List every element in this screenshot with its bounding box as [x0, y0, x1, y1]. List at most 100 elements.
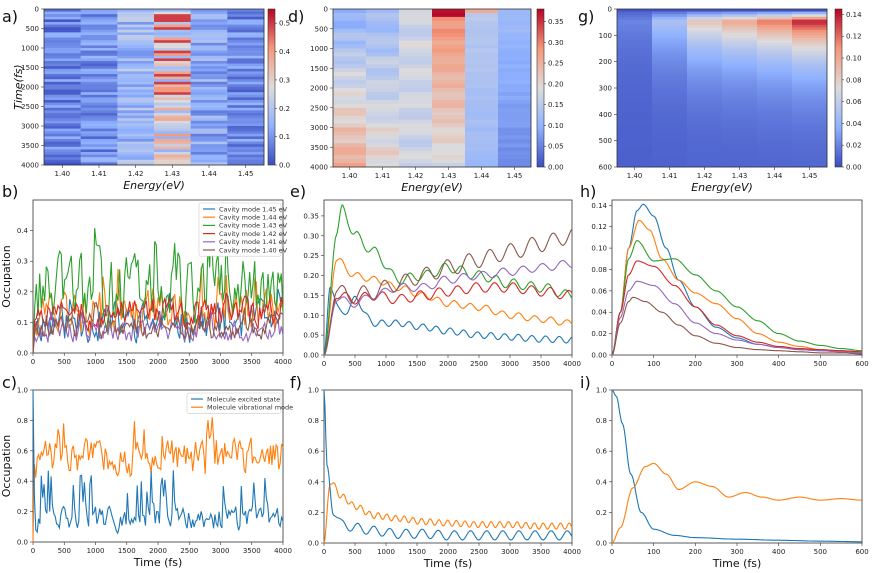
- heatmap-cell: [80, 126, 118, 129]
- heatmap-cell: [687, 80, 723, 84]
- x-tick-label: 1.43: [441, 172, 457, 180]
- heatmap-cell: [44, 133, 82, 137]
- heatmap-cell: [498, 60, 532, 65]
- heatmap-cell: [190, 53, 228, 57]
- y-tick-label: 0.6: [17, 447, 29, 455]
- heatmap-cell: [687, 90, 723, 94]
- heatmap-cell: [80, 128, 118, 132]
- heatmap-cell: [757, 66, 793, 70]
- heatmap-cell: [617, 116, 653, 120]
- heatmap-cell: [227, 50, 265, 54]
- heatmap-cell: [652, 119, 688, 123]
- series-line: [611, 240, 862, 356]
- y-tick-label: 2000: [310, 85, 328, 93]
- heatmap-cell: [44, 157, 82, 161]
- heatmap-cell: [792, 119, 828, 123]
- heatmap-cell: [227, 159, 265, 163]
- y-tick-label: 0.15: [303, 292, 319, 300]
- x-tick-label: 1.40: [627, 172, 643, 180]
- heatmap-cell: [722, 143, 758, 147]
- heatmap-cell: [190, 131, 228, 135]
- heatmap-cell: [498, 151, 532, 156]
- heatmap-cell: [117, 152, 155, 155]
- heatmap-cell: [366, 119, 400, 124]
- heatmap-cell: [617, 66, 653, 70]
- heatmap-cell: [757, 22, 793, 26]
- heatmap-cell: [117, 63, 155, 67]
- heatmap-cell: [792, 16, 828, 20]
- heatmap-cell: [190, 118, 228, 122]
- heatmap-cell: [792, 114, 828, 118]
- heatmap-cell: [792, 40, 828, 44]
- heatmap-cell: [190, 105, 228, 109]
- heatmap-cell: [227, 14, 265, 18]
- x-tick-label: 1.40: [342, 172, 358, 180]
- series-line: [611, 462, 862, 544]
- heatmap-cell: [617, 109, 653, 113]
- y-tick-label: 300: [599, 85, 612, 93]
- heatmap-cell: [498, 52, 532, 57]
- heatmap-cell: [154, 157, 192, 161]
- x-tick-label: 2500: [180, 547, 198, 555]
- heatmap-cell: [399, 28, 433, 34]
- heatmap-cell: [687, 27, 723, 31]
- heatmap-cell: [757, 90, 793, 94]
- x-axis-label: Energy(eV): [691, 181, 753, 194]
- y-axis-label: Occupation: [0, 435, 13, 498]
- heatmap-cell: [154, 128, 192, 132]
- y-tick-label: 3000: [21, 123, 39, 131]
- heatmap-cell: [722, 159, 758, 163]
- heatmap-cell: [227, 131, 265, 135]
- x-tick-label: 500: [348, 548, 361, 556]
- heatmap-cell: [465, 44, 499, 49]
- heatmap-cell: [80, 157, 118, 161]
- panel-label-h: h): [580, 182, 596, 201]
- heatmap-cell: [80, 79, 118, 83]
- heatmap-cell: [757, 14, 793, 18]
- heatmap-cell: [722, 48, 758, 52]
- heatmap-cell: [617, 40, 653, 44]
- x-tick-label: 100: [647, 548, 660, 556]
- heatmap-cell: [190, 58, 228, 62]
- heatmap-cell: [154, 89, 192, 93]
- heatmap-cell: [190, 89, 228, 93]
- heatmap-cell: [44, 66, 82, 70]
- heatmap-cell: [399, 20, 433, 26]
- heatmap-cell: [190, 79, 228, 83]
- heatmap-cell: [333, 28, 367, 34]
- legend-box: [186, 392, 282, 414]
- heatmap-cell: [498, 115, 532, 120]
- heatmap-cell: [722, 80, 758, 84]
- heatmap-cell: [757, 156, 793, 160]
- heatmap-cell: [498, 143, 532, 148]
- heatmap-cell: [652, 111, 688, 115]
- heatmap-cell: [227, 120, 265, 124]
- heatmap-cell: [190, 146, 228, 150]
- colorbar-tick-label: 0.30: [548, 39, 564, 47]
- heatmap-cell: [792, 109, 828, 113]
- y-tick-label: 2500: [310, 104, 328, 112]
- heatmap-cell: [399, 151, 433, 156]
- heatmap-cell: [687, 48, 723, 52]
- heatmap-cell: [333, 32, 367, 38]
- y-tick-label: 1000: [21, 45, 39, 53]
- heatmap-cell: [44, 16, 82, 20]
- heatmap-cell: [792, 148, 828, 152]
- heatmap-cell: [190, 32, 228, 36]
- heatmap-cell: [333, 95, 367, 101]
- heatmap-cell: [792, 82, 828, 86]
- heatmap-cell: [44, 81, 82, 85]
- heatmap-cell: [154, 159, 192, 163]
- heatmap-cell: [80, 105, 118, 109]
- heatmap-cell: [44, 76, 82, 80]
- heatmap-cell: [687, 37, 723, 41]
- heatmap-cell: [333, 48, 367, 53]
- heatmap-cell: [333, 155, 367, 160]
- heatmap-cell: [652, 103, 688, 107]
- heatmap-cell: [44, 136, 82, 140]
- x-tick-label: 600: [855, 548, 868, 556]
- heatmap-cell: [498, 20, 532, 26]
- heatmap-cell: [792, 140, 828, 144]
- panel-label-g: g): [578, 7, 594, 26]
- heatmap-cell: [617, 106, 653, 110]
